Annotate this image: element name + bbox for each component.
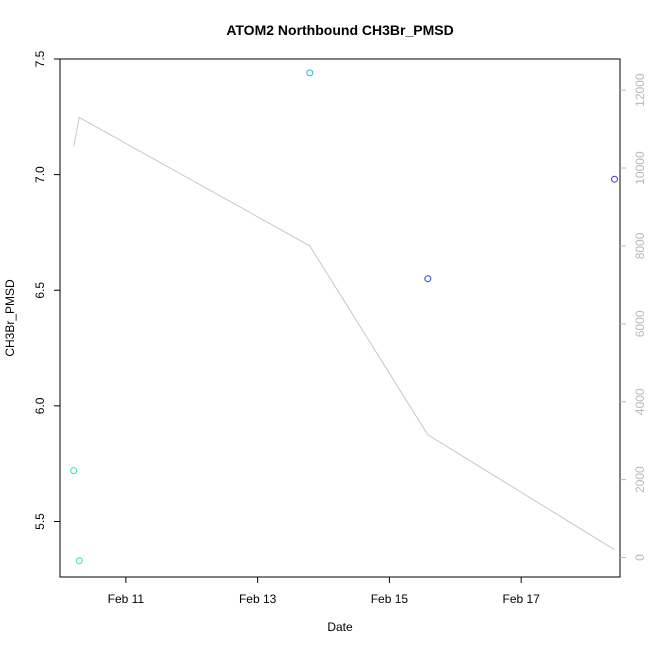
y-tick-label-1: 5.5: [33, 513, 47, 530]
y2-tick-label-5: 8000: [633, 232, 647, 259]
y2-tick-label-4: 6000: [633, 310, 647, 337]
y-tick-label-5: 7.5: [33, 50, 47, 67]
points-layer: [70, 69, 618, 565]
data-point-3: [306, 69, 314, 77]
x-axis-label: Date: [327, 620, 353, 634]
x-tick-label-3: Feb 15: [371, 592, 409, 606]
x-tick-label-1: Feb 11: [108, 592, 145, 606]
y2-tick-label-7: 12000: [633, 73, 647, 107]
chart-title: ATOM2 Northbound CH3Br_PMSD: [226, 22, 453, 38]
y-tick-label-3: 6.5: [33, 282, 47, 299]
series-line: [73, 116, 615, 551]
plot-frame: [59, 58, 621, 578]
y-axis-label: CH3Br_PMSD: [3, 279, 17, 357]
data-point-1: [70, 467, 78, 475]
y2-tick-label-6: 10000: [633, 151, 647, 185]
y-axis-ticks: 5.5 6.0 6.5 7.0 7.5: [33, 50, 60, 530]
y2-tick-label-2: 2000: [633, 466, 647, 493]
y-tick-label-2: 6.0: [33, 397, 47, 414]
y-tick-label-4: 7.0: [33, 166, 47, 183]
y2-axis-ticks: 0 2000 4000 6000 8000 10000 12000: [620, 73, 647, 561]
data-point-4: [424, 275, 432, 283]
x-tick-label-2: Feb 13: [239, 592, 277, 606]
data-point-5: [611, 175, 618, 183]
x-tick-label-4: Feb 17: [502, 592, 540, 606]
data-point-2: [75, 557, 83, 565]
line-layer: [73, 116, 615, 551]
x-axis-ticks: Feb 11 Feb 13 Feb 15 Feb 17: [108, 577, 540, 606]
y2-tick-label-3: 4000: [633, 388, 647, 415]
y2-tick-label-1: 0: [633, 554, 647, 561]
